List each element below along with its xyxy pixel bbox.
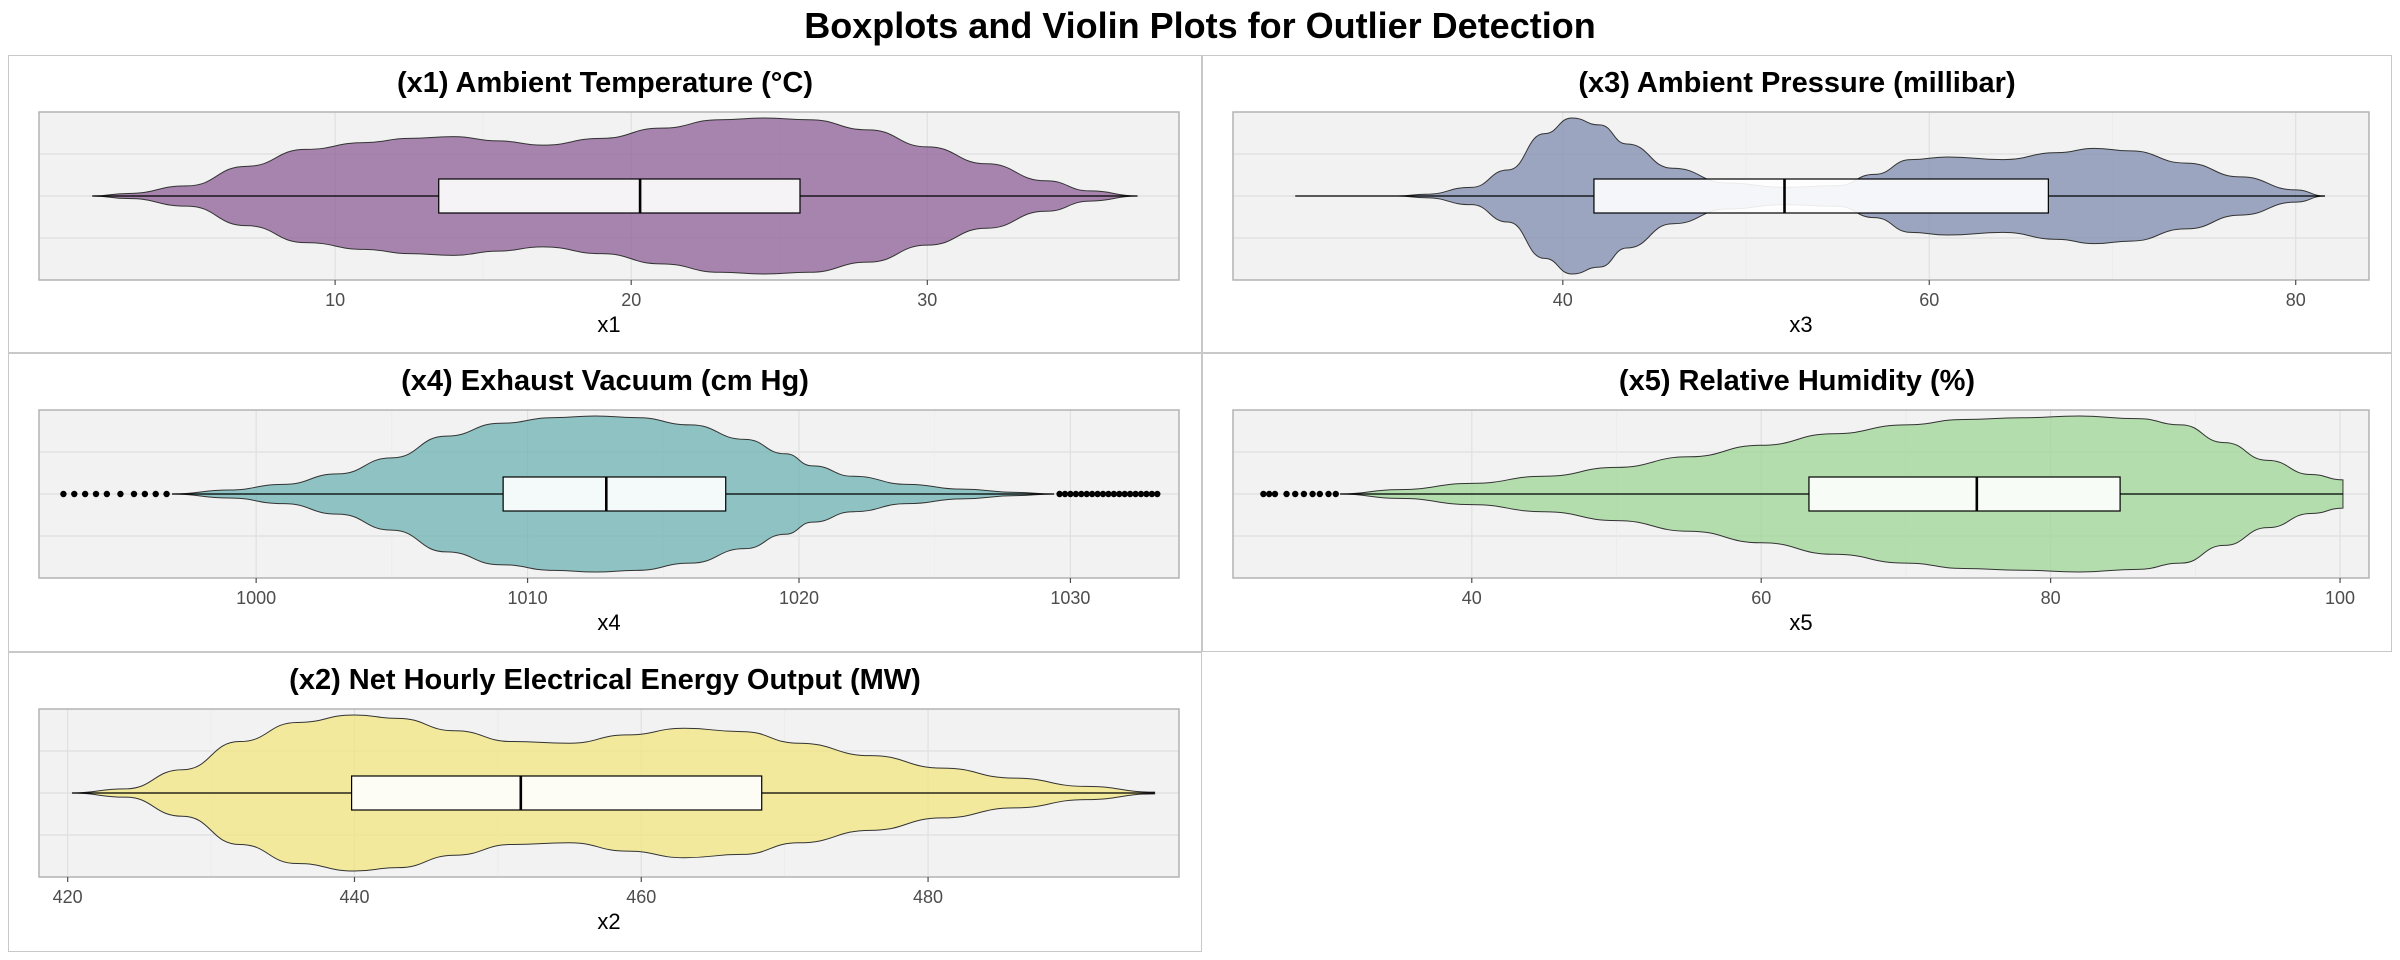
outlier-point-24 bbox=[1132, 490, 1139, 498]
outlier-point-0 bbox=[1260, 490, 1267, 498]
x-tick-label-2: 80 bbox=[2041, 588, 2061, 608]
x-tick-label-1: 20 bbox=[621, 290, 641, 310]
box-iqr bbox=[1593, 178, 2049, 214]
outlier-point-16 bbox=[1088, 490, 1096, 498]
x-tick-label-3: 480 bbox=[913, 887, 943, 907]
outlier-point-15 bbox=[1083, 490, 1090, 498]
violin-plot-x5: 40 60 80 100 x5 bbox=[1232, 409, 2370, 635]
box-iqr bbox=[438, 178, 801, 214]
x-tick-label-0: 40 bbox=[1462, 588, 1482, 608]
outlier-point-20 bbox=[1110, 490, 1118, 498]
panel-title-x4: (x4) Exhaust Vacuum (cm Hg) bbox=[401, 365, 809, 397]
outlier-point-10 bbox=[1056, 490, 1063, 498]
x-tick-label-1: 60 bbox=[1919, 290, 1939, 310]
outlier-point-9 bbox=[163, 490, 170, 498]
outlier-point-7 bbox=[141, 490, 149, 498]
x-axis-label: x1 bbox=[597, 312, 620, 337]
plot-border bbox=[38, 708, 1180, 878]
panel-x2: (x2) Net Hourly Electrical Energy Output… bbox=[8, 652, 1202, 952]
x-tick-label-1: 60 bbox=[1751, 588, 1771, 608]
main-title: Boxplots and Violin Plots for Outlier De… bbox=[804, 5, 1596, 46]
outlier-point-6 bbox=[130, 490, 138, 498]
x-tick-label-3: 1030 bbox=[1050, 588, 1090, 608]
outlier-point-12 bbox=[1067, 490, 1074, 498]
outlier-point-2 bbox=[1271, 490, 1279, 498]
plot-border bbox=[1232, 111, 2370, 281]
outlier-point-17 bbox=[1094, 490, 1101, 498]
plot-border bbox=[38, 409, 1180, 579]
x-tick-label-0: 420 bbox=[53, 887, 83, 907]
outlier-point-3 bbox=[92, 490, 100, 498]
box-iqr bbox=[351, 775, 763, 811]
outlier-point-26 bbox=[1143, 490, 1150, 498]
outlier-point-8 bbox=[152, 490, 159, 498]
x-axis-label: x3 bbox=[1789, 312, 1812, 337]
outlier-point-0 bbox=[60, 490, 67, 498]
x-tick-label-0: 10 bbox=[325, 290, 345, 310]
outlier-point-11 bbox=[1061, 490, 1069, 498]
outlier-point-6 bbox=[1309, 490, 1316, 498]
panel-x3: (x3) Ambient Pressure (millibar) 40 60 80 x… bbox=[1202, 55, 2392, 353]
outlier-point-4 bbox=[1292, 490, 1299, 498]
x-tick-label-3: 100 bbox=[2325, 588, 2355, 608]
plot-border bbox=[1232, 409, 2370, 579]
violin-plot-x1: 10 20 30 x1 bbox=[38, 111, 1180, 337]
violin-plot-x3: 40 60 80 x3 bbox=[1232, 111, 2370, 337]
box-iqr bbox=[1808, 476, 2121, 512]
panel-x4: (x4) Exhaust Vacuum (cm Hg) 1000 1010 1020… bbox=[8, 353, 1202, 652]
outlier-point-5 bbox=[1300, 490, 1308, 498]
panel-x5: (x5) Relative Humidity (%) 40 60 80 100 x5 bbox=[1202, 353, 2392, 652]
x-tick-label-2: 80 bbox=[2286, 290, 2306, 310]
outlier-point-8 bbox=[1325, 490, 1332, 498]
outlier-point-22 bbox=[1121, 490, 1128, 498]
plot-border bbox=[38, 111, 1180, 281]
x-tick-label-2: 1020 bbox=[779, 588, 819, 608]
panel-title-x2: (x2) Net Hourly Electrical Energy Output… bbox=[289, 664, 921, 696]
outlier-point-23 bbox=[1126, 490, 1134, 498]
x-axis-label: x4 bbox=[597, 610, 620, 635]
panel-title-x1: (x1) Ambient Temperature (°C) bbox=[396, 67, 814, 99]
outlier-point-18 bbox=[1099, 490, 1107, 498]
outlier-point-7 bbox=[1316, 490, 1324, 498]
outlier-point-19 bbox=[1105, 490, 1112, 498]
x-tick-label-1: 440 bbox=[339, 887, 369, 907]
outlier-point-1 bbox=[71, 490, 78, 498]
panel-title-x3: (x3) Ambient Pressure (millibar) bbox=[1578, 67, 2016, 99]
x-axis-label: x2 bbox=[597, 909, 620, 934]
outlier-point-4 bbox=[103, 490, 111, 498]
panel-x1: (x1) Ambient Temperature (°C) 10 20 30 x1 bbox=[8, 55, 1202, 353]
violin-plot-x2: 420 440 460 480 x2 bbox=[38, 708, 1180, 934]
x-axis-label: x5 bbox=[1789, 610, 1812, 635]
x-tick-label-2: 460 bbox=[626, 887, 656, 907]
box-iqr bbox=[502, 476, 727, 512]
violin-plot-x4: 1000 1010 1020 1030 x4 bbox=[38, 409, 1180, 635]
outlier-point-5 bbox=[117, 490, 124, 498]
outlier-point-3 bbox=[1283, 490, 1290, 498]
outlier-point-28 bbox=[1154, 490, 1161, 498]
x-tick-label-1: 1010 bbox=[508, 588, 548, 608]
x-tick-label-2: 30 bbox=[917, 290, 937, 310]
outlier-point-27 bbox=[1148, 490, 1156, 498]
outlier-point-25 bbox=[1137, 490, 1145, 498]
x-tick-label-0: 1000 bbox=[236, 588, 276, 608]
outlier-point-1 bbox=[1265, 490, 1273, 498]
outlier-point-21 bbox=[1116, 490, 1123, 498]
panel-title-x5: (x5) Relative Humidity (%) bbox=[1618, 365, 1976, 397]
x-tick-label-0: 40 bbox=[1553, 290, 1573, 310]
outlier-point-2 bbox=[81, 490, 89, 498]
outlier-point-14 bbox=[1078, 490, 1085, 498]
outlier-point-13 bbox=[1072, 490, 1080, 498]
outlier-point-9 bbox=[1332, 490, 1339, 498]
